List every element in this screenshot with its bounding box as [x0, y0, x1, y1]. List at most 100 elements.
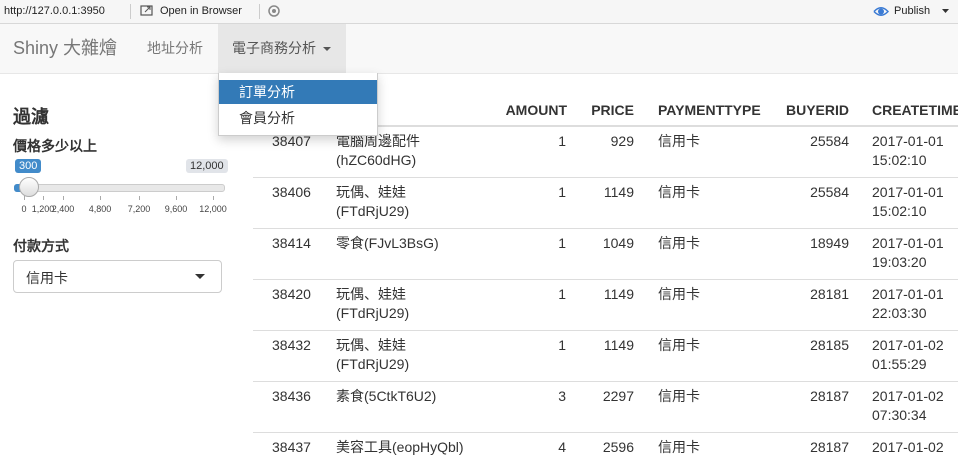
slider-handle[interactable]: [19, 177, 39, 197]
table-cell: 美容工具(eopHyQbl): [336, 439, 464, 455]
table-cell: 1049: [602, 235, 634, 251]
slider-tick-label: 2,400: [51, 204, 75, 214]
navbar: Shiny 大雜燴 地址分析 電子商務分析: [0, 24, 958, 74]
dropdown-menu: 訂單分析 會員分析: [218, 73, 378, 136]
table-cell: 信用卡: [658, 337, 700, 353]
row-border: [253, 228, 958, 229]
slider-tick: [63, 196, 64, 200]
table-cell: 信用卡: [658, 235, 700, 251]
table-cell: 2297: [602, 388, 634, 404]
slider-tick: [213, 196, 214, 200]
row-border: [253, 330, 958, 331]
slider-tick-label: 12,000: [199, 204, 227, 214]
table-cell: 玩偶、娃娃(FTdRjU29): [336, 286, 410, 321]
table-cell: 2596: [602, 439, 634, 455]
menu-item[interactable]: 會員分析: [239, 110, 295, 126]
table-cell: 2017-01-01 19:03:20: [872, 235, 944, 270]
table-cell: 玩偶、娃娃(FTdRjU29): [336, 184, 410, 219]
table-cell: 1: [558, 184, 566, 200]
slider-value: 300: [15, 159, 42, 173]
select-value: 信用卡: [26, 270, 68, 286]
table-cell: 28181: [810, 286, 849, 302]
table-cell: 4: [558, 439, 566, 455]
table-cell: 1: [558, 286, 566, 302]
table-cell: 1: [558, 133, 566, 149]
open-in-browser[interactable]: Open in Browser: [160, 5, 242, 17]
table-cell: 素食(5CtkT6U2): [336, 388, 437, 404]
caret: [195, 274, 205, 279]
row-border: [253, 432, 958, 433]
table-cell: 38406: [272, 184, 311, 200]
slider-tick-label: 9,600: [164, 204, 188, 214]
slider-track[interactable]: [14, 184, 225, 192]
separator: [259, 4, 260, 19]
open-icon: [140, 5, 153, 16]
table-cell: 1: [558, 235, 566, 251]
slider-tick-label: 0: [21, 204, 27, 214]
row-border: [253, 279, 958, 280]
table-cell: 1149: [603, 184, 634, 200]
table-cell: 信用卡: [658, 133, 700, 149]
table-cell: 2017-01-02 01:55:29: [872, 337, 944, 372]
table-cell: 38407: [272, 133, 311, 149]
table-cell: 38436: [272, 388, 311, 404]
column-header: CREATETIME: [872, 102, 958, 118]
table-cell: 38432: [272, 337, 311, 353]
table-cell: 1149: [603, 337, 634, 353]
table-cell: 2017-01-02: [872, 439, 944, 455]
table-cell: 28187: [810, 388, 849, 404]
table-cell: 3: [558, 388, 566, 404]
table-cell: 電腦周邊配件(hZC60dHG): [336, 133, 420, 168]
table-cell: 信用卡: [658, 439, 700, 455]
column-header: PAYMENTTYPE: [658, 102, 761, 118]
table-cell: 2017-01-01 22:03:30: [872, 286, 944, 321]
caret: [942, 9, 949, 13]
url: http://127.0.0.1:3950: [4, 5, 105, 17]
refresh-icon[interactable]: [267, 4, 281, 18]
table-cell: 929: [610, 133, 634, 149]
table-cell: 38420: [272, 286, 311, 302]
caret: [323, 47, 331, 51]
column-header: PRICE: [591, 102, 634, 118]
table-cell: 25584: [810, 184, 849, 200]
table-cell: 信用卡: [658, 286, 700, 302]
header-border: [253, 125, 958, 127]
slider-max: 12,000: [186, 159, 228, 173]
table-cell: 玩偶、娃娃(FTdRjU29): [336, 337, 410, 372]
open-button[interactable]: [140, 4, 154, 17]
nav-tab[interactable]: 電子商務分析: [232, 40, 316, 56]
table-cell: 1149: [603, 286, 634, 302]
slider-tick: [100, 196, 101, 200]
table-cell: 28185: [810, 337, 849, 353]
table-cell: 信用卡: [658, 388, 700, 404]
nav-tab[interactable]: 地址分析: [147, 40, 203, 56]
slider-tick: [24, 196, 25, 200]
table-cell: 2017-01-01 15:02:10: [872, 133, 944, 168]
sidebar-title: 過濾: [13, 107, 49, 127]
separator: [130, 4, 131, 19]
table-cell: 38414: [272, 235, 311, 251]
slider-tick-label: 7,200: [127, 204, 151, 214]
select-label: 付款方式: [13, 238, 69, 254]
table-cell: 2017-01-02 07:30:34: [872, 388, 944, 423]
table-cell: 28187: [810, 439, 849, 455]
brand[interactable]: Shiny 大雜燴: [13, 38, 118, 58]
slider-tick-label: 1,200: [31, 204, 55, 214]
row-border: [253, 177, 958, 178]
menu-item[interactable]: 訂單分析: [219, 80, 377, 104]
publish-button[interactable]: Publish: [894, 5, 931, 17]
slider-tick: [43, 196, 44, 200]
publish-icon[interactable]: [873, 5, 889, 18]
browser-toolbar: http://127.0.0.1:3950 Open in Browser Pu…: [0, 0, 958, 24]
table-cell: 2017-01-01 15:02:10: [872, 184, 944, 219]
column-header: BUYERID: [785, 102, 849, 118]
slider-tick: [139, 196, 140, 200]
table-cell: 零食(FJvL3BsG): [336, 235, 439, 251]
slider-label: 價格多少以上: [13, 138, 97, 154]
table-cell: 18949: [810, 235, 849, 251]
row-border: [253, 381, 958, 382]
table-cell: 38437: [272, 439, 311, 455]
select-box[interactable]: 信用卡: [13, 260, 222, 293]
table-cell: 信用卡: [658, 184, 700, 200]
